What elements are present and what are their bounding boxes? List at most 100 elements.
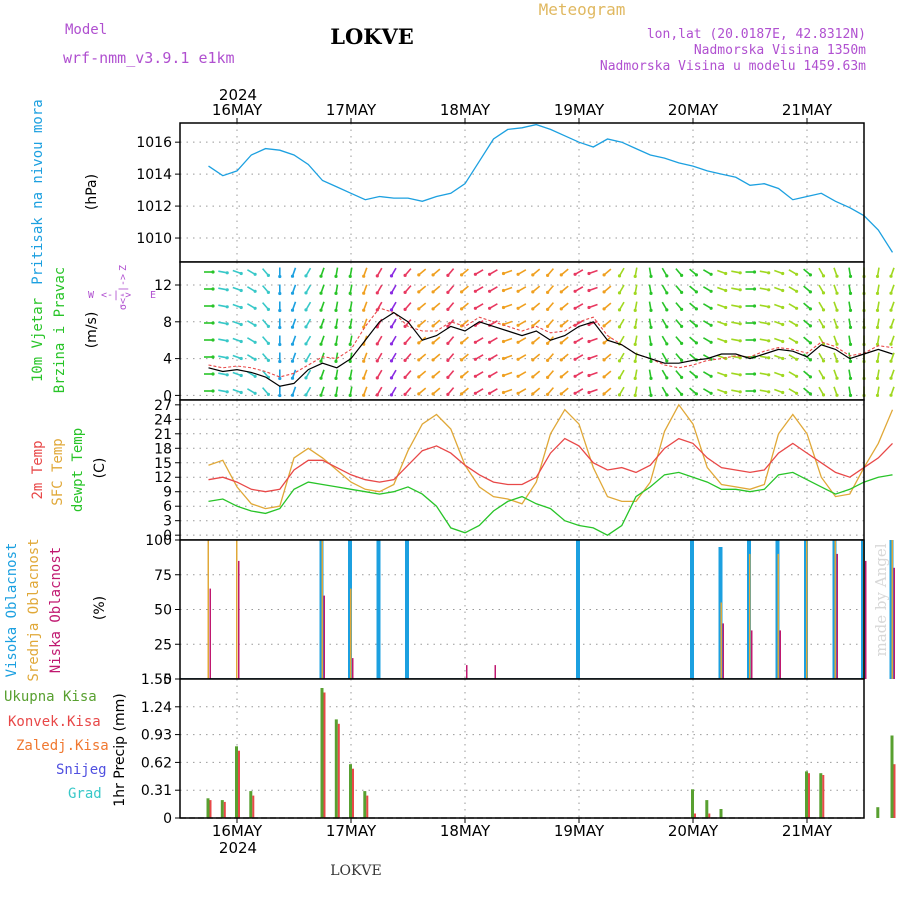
wind-arrow-head [665, 274, 669, 278]
wind-ytick-label: 0 [163, 388, 172, 404]
wind-ytick-label: 8 [163, 315, 172, 331]
pressure-ylabel: Pritisak na nivou mora [30, 99, 46, 284]
conv-precip-bar [323, 692, 326, 818]
wind-arrow-head [680, 358, 684, 362]
wind-arrow-head [848, 308, 853, 312]
sfc-temp-line [208, 403, 894, 510]
wind-arrow-head [211, 270, 215, 274]
temp-ytick-label: 15 [154, 456, 172, 472]
wind-arrow-head [680, 273, 684, 277]
wind-arrow-head [501, 356, 506, 361]
wind-arrow-head [348, 376, 352, 380]
total-precip-bar [349, 764, 352, 818]
wind-arrow-head [875, 359, 880, 363]
wind-arrow-head [446, 392, 450, 396]
temp-ytick-label: 9 [163, 485, 172, 501]
total-precip-bar [705, 800, 709, 818]
wind-arrow-head [587, 356, 591, 361]
wind-arrow-head [848, 325, 853, 329]
wind-arrow-head [767, 373, 771, 377]
wind-arrow-head [389, 359, 394, 363]
precip-ytick-label: 0.31 [141, 783, 172, 799]
wind-arrow-head [752, 270, 757, 274]
wind-arrow-head [417, 392, 421, 396]
wind-arrow-head [633, 359, 637, 363]
wind-arrow-head [278, 376, 282, 381]
wind-arrow-head [253, 272, 257, 276]
wind-arrow-head [781, 356, 785, 361]
wind-arrow-head [546, 358, 550, 362]
wind-arrow-head [665, 291, 669, 295]
conv-precip-bar [366, 795, 369, 818]
precip-frame [179, 678, 865, 819]
wind-arrow-head [559, 290, 563, 294]
wind-arrow-head [488, 306, 492, 310]
wind-arrow-head [617, 393, 622, 397]
altitude-text: Nadmorska Visina 1350m [694, 43, 866, 58]
wind-arrow-head [460, 307, 464, 311]
precip-plot-area [180, 679, 864, 818]
low-cloud-bar [751, 630, 753, 679]
wind-arrow-head [501, 390, 506, 395]
mid-cloud-bar [321, 540, 323, 679]
wind-arrow-head [665, 308, 669, 312]
mid-cloud-bar [350, 588, 352, 679]
wind-arrow-head [724, 322, 728, 327]
wind-arrow-head [587, 288, 591, 293]
wind-arrow-head [835, 274, 839, 278]
wind-arrow-head [375, 274, 379, 278]
wind-arrow-head [559, 392, 563, 396]
wind-arrow-head [821, 274, 826, 278]
wind-arrow-head [211, 287, 215, 291]
wind-arrow-head [417, 341, 421, 345]
wind-arrow-head [334, 325, 338, 329]
wind-arrow-head [587, 271, 591, 276]
wind-arrow-head [573, 374, 577, 378]
wind-arrow-head [362, 291, 366, 295]
wind-arrow-head [375, 376, 379, 380]
high-cloud-bar [576, 540, 580, 679]
low-cloud-bar [893, 567, 895, 679]
conv-precip-bar [209, 800, 212, 818]
wind-arrow-head [848, 376, 853, 380]
total-precip-bar [334, 719, 338, 818]
day-label-top: 21MAY [782, 101, 833, 119]
total-precip-bar [691, 789, 694, 818]
wind-arrow-head [304, 393, 308, 397]
wind-arrow-head [278, 393, 282, 398]
wind-arrow-head [334, 376, 338, 380]
wind-arrow-head [724, 390, 728, 395]
wind-arrow-head [835, 359, 839, 363]
conv-precip-bar [252, 795, 255, 818]
conv-precip-bar [238, 750, 240, 818]
pressure-panel: 1010 1012 1014 1016 [136, 122, 894, 263]
wind-arrow-head [304, 342, 308, 346]
day-label-top: 18MAY [440, 101, 491, 119]
meteogram-title: Meteogram [539, 0, 626, 19]
wind-arrow-head [738, 288, 742, 292]
wind-arrow-head [875, 393, 880, 397]
wind-arrow-head [473, 306, 477, 310]
wind-arrow-head [587, 305, 591, 310]
wind-arrow-head [403, 358, 407, 362]
wind-arrow-head [225, 373, 229, 377]
wind-arrow-head [531, 341, 535, 345]
wind-arrow-head [602, 375, 606, 379]
wind-arrow-head [460, 341, 464, 345]
wind-arrow-head [633, 274, 637, 278]
wind-arrow-head [602, 358, 606, 362]
day-label-top: 20MAY [668, 101, 719, 119]
wind-arrow-head [473, 289, 477, 293]
wind-arrow-head [375, 359, 379, 363]
wind-arrow-head [889, 325, 893, 329]
compass-arrow: <-|-> [101, 290, 131, 301]
wind-arrow-head [290, 393, 295, 397]
mid-cloud-bar [749, 553, 751, 679]
wind-arrow-head [488, 289, 492, 293]
wind-arrow-head [709, 306, 713, 310]
wind-arrow-head [680, 324, 684, 328]
wind-arrow-head [211, 338, 215, 342]
wind-arrow-head [211, 372, 215, 376]
low-cloud-bar [209, 588, 211, 679]
